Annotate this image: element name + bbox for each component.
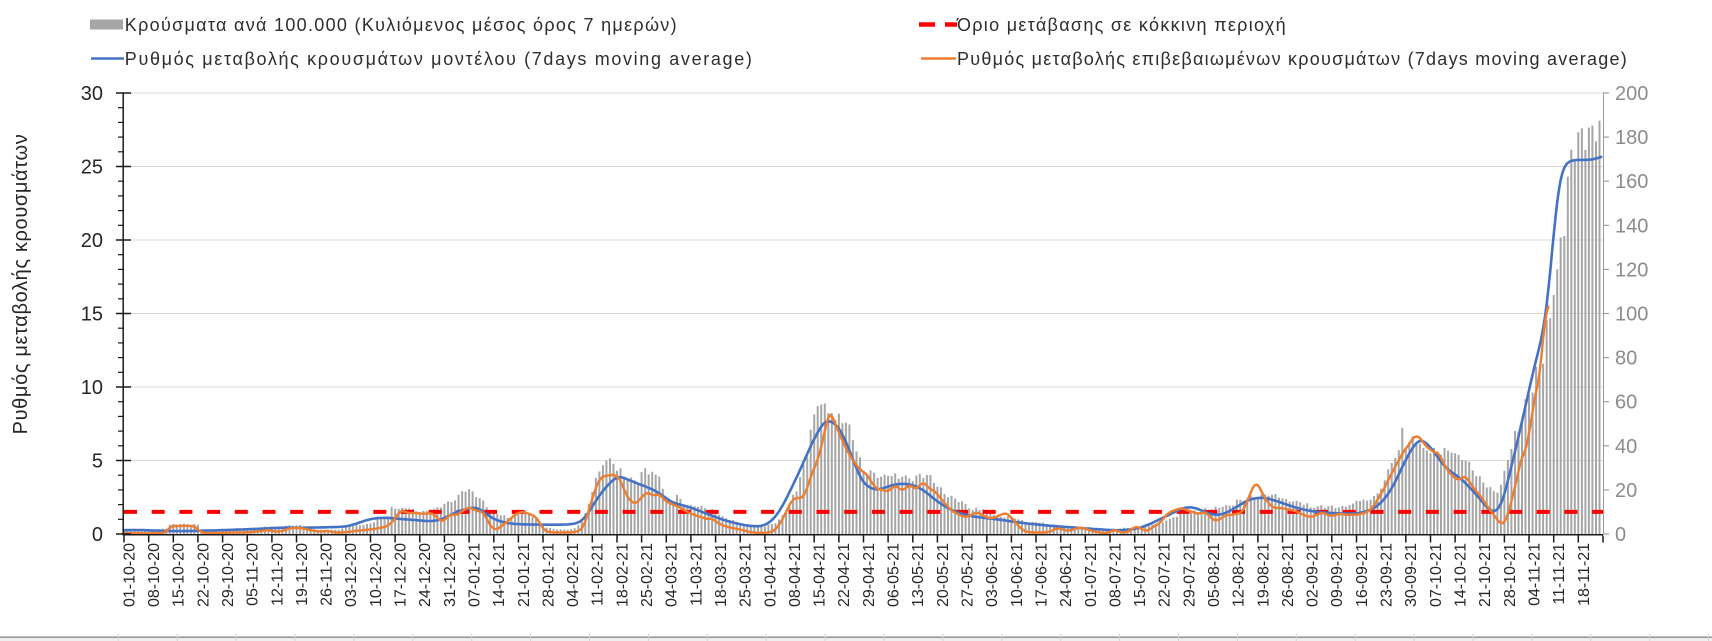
svg-text:20: 20 xyxy=(81,230,103,252)
svg-text:23-09-21: 23-09-21 xyxy=(1379,543,1396,607)
svg-text:25-03-21: 25-03-21 xyxy=(738,543,755,607)
svg-text:180: 180 xyxy=(1615,127,1648,149)
svg-text:26-11-20: 26-11-20 xyxy=(319,543,336,606)
svg-text:05-11-20: 05-11-20 xyxy=(245,543,262,606)
svg-text:07-01-21: 07-01-21 xyxy=(467,543,484,607)
svg-text:0: 0 xyxy=(1615,524,1626,546)
svg-text:08-07-21: 08-07-21 xyxy=(1107,543,1124,607)
svg-text:12-11-20: 12-11-20 xyxy=(269,543,286,606)
svg-text:22-10-20: 22-10-20 xyxy=(195,543,212,607)
svg-text:Ρυθμός μεταβολής κρουσμάτων μο: Ρυθμός μεταβολής κρουσμάτων μοντέλου (7d… xyxy=(125,49,754,69)
svg-text:18-11-21: 18-11-21 xyxy=(1576,543,1593,606)
svg-text:15-04-21: 15-04-21 xyxy=(812,543,829,607)
svg-text:11-11-21: 11-11-21 xyxy=(1551,543,1568,605)
svg-text:120: 120 xyxy=(1615,259,1648,281)
svg-text:10: 10 xyxy=(81,377,103,399)
svg-text:17-06-21: 17-06-21 xyxy=(1034,543,1051,607)
svg-text:16-09-21: 16-09-21 xyxy=(1354,543,1371,607)
svg-text:29-10-20: 29-10-20 xyxy=(220,543,237,607)
svg-text:11-03-21: 11-03-21 xyxy=(688,543,705,606)
svg-text:01-10-20: 01-10-20 xyxy=(121,543,138,607)
svg-text:06-05-21: 06-05-21 xyxy=(886,543,903,607)
svg-text:01-07-21: 01-07-21 xyxy=(1083,543,1100,607)
svg-text:0: 0 xyxy=(92,524,103,546)
svg-text:28-01-21: 28-01-21 xyxy=(540,543,557,607)
svg-text:19-08-21: 19-08-21 xyxy=(1255,543,1272,607)
svg-text:30: 30 xyxy=(81,83,103,105)
svg-text:24-06-21: 24-06-21 xyxy=(1058,543,1075,607)
svg-text:10-12-20: 10-12-20 xyxy=(368,543,385,607)
svg-text:160: 160 xyxy=(1615,171,1648,193)
svg-text:30-09-21: 30-09-21 xyxy=(1403,543,1420,607)
svg-text:Όριο μετάβασης σε κόκκινη περι: Όριο μετάβασης σε κόκκινη περιοχή xyxy=(956,15,1287,35)
svg-text:25: 25 xyxy=(81,157,103,179)
svg-text:13-05-21: 13-05-21 xyxy=(910,543,927,607)
svg-text:80: 80 xyxy=(1615,348,1637,370)
svg-text:15-10-20: 15-10-20 xyxy=(171,543,188,607)
svg-text:02-09-21: 02-09-21 xyxy=(1305,543,1322,607)
svg-text:09-09-21: 09-09-21 xyxy=(1329,543,1346,607)
svg-text:08-10-20: 08-10-20 xyxy=(146,543,163,607)
svg-text:03-12-20: 03-12-20 xyxy=(343,543,360,607)
svg-text:20: 20 xyxy=(1615,480,1637,502)
svg-text:22-04-21: 22-04-21 xyxy=(836,543,853,607)
svg-text:Ρυθμός μεταβολής κρουσμάτων: Ρυθμός μεταβολής κρουσμάτων xyxy=(10,134,32,435)
svg-text:27-05-21: 27-05-21 xyxy=(960,543,977,607)
svg-text:Κρούσματα ανά 100.000 (Κυλιόμε: Κρούσματα ανά 100.000 (Κυλιόμενος μέσος … xyxy=(125,15,678,35)
svg-text:12-08-21: 12-08-21 xyxy=(1231,543,1248,607)
svg-text:28-10-21: 28-10-21 xyxy=(1502,543,1519,607)
svg-text:31-12-20: 31-12-20 xyxy=(442,543,459,607)
svg-text:04-03-21: 04-03-21 xyxy=(664,543,681,607)
svg-text:19-11-20: 19-11-20 xyxy=(294,543,311,606)
svg-text:21-10-21: 21-10-21 xyxy=(1477,543,1494,607)
svg-text:08-04-21: 08-04-21 xyxy=(787,543,804,607)
svg-text:140: 140 xyxy=(1615,215,1648,237)
svg-text:26-08-21: 26-08-21 xyxy=(1280,543,1297,607)
svg-text:15-07-21: 15-07-21 xyxy=(1132,543,1149,607)
svg-text:40: 40 xyxy=(1615,436,1637,458)
svg-text:18-03-21: 18-03-21 xyxy=(713,543,730,607)
svg-text:07-10-21: 07-10-21 xyxy=(1428,543,1445,607)
svg-text:5: 5 xyxy=(92,451,103,473)
svg-text:29-07-21: 29-07-21 xyxy=(1181,543,1198,607)
svg-text:100: 100 xyxy=(1615,304,1648,326)
svg-text:05-08-21: 05-08-21 xyxy=(1206,543,1223,607)
svg-text:200: 200 xyxy=(1615,83,1648,105)
svg-text:20-05-21: 20-05-21 xyxy=(935,543,952,607)
svg-text:10-06-21: 10-06-21 xyxy=(1009,543,1026,607)
svg-text:14-01-21: 14-01-21 xyxy=(491,543,508,607)
svg-text:11-02-21: 11-02-21 xyxy=(590,543,607,606)
svg-text:04-11-21: 04-11-21 xyxy=(1527,543,1544,606)
svg-text:29-04-21: 29-04-21 xyxy=(861,543,878,607)
svg-text:60: 60 xyxy=(1615,392,1637,414)
svg-text:25-02-21: 25-02-21 xyxy=(639,543,656,607)
svg-text:15: 15 xyxy=(81,304,103,326)
svg-text:14-10-21: 14-10-21 xyxy=(1453,543,1470,607)
svg-text:Ρυθμός μεταβολής επιβεβαιωμένω: Ρυθμός μεταβολής επιβεβαιωμένων κρουσμάτ… xyxy=(957,49,1628,69)
svg-text:04-02-21: 04-02-21 xyxy=(565,543,582,607)
svg-text:22-07-21: 22-07-21 xyxy=(1157,543,1174,607)
svg-text:24-12-20: 24-12-20 xyxy=(417,543,434,607)
svg-text:17-12-20: 17-12-20 xyxy=(393,543,410,607)
svg-text:03-06-21: 03-06-21 xyxy=(984,543,1001,607)
svg-text:18-02-21: 18-02-21 xyxy=(614,543,631,607)
svg-text:01-04-21: 01-04-21 xyxy=(762,543,779,607)
svg-text:21-01-21: 21-01-21 xyxy=(516,543,533,607)
